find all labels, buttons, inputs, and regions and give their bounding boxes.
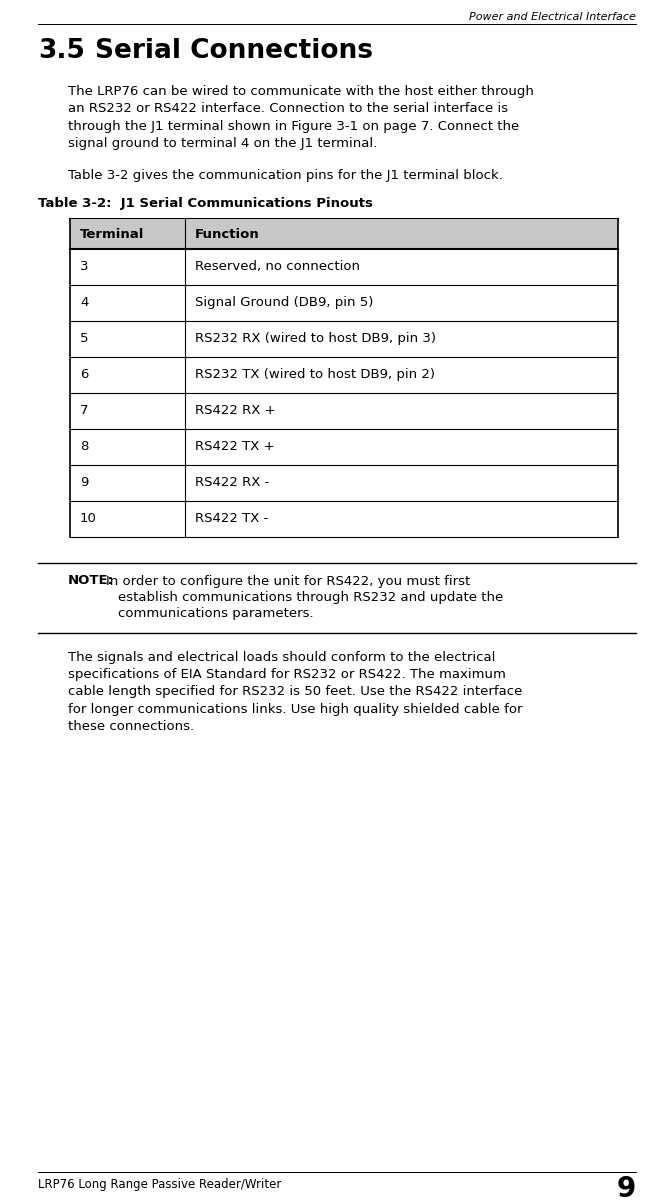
Text: Terminal: Terminal: [80, 228, 144, 241]
Text: 8: 8: [80, 440, 89, 452]
Text: Signal Ground (DB9, pin 5): Signal Ground (DB9, pin 5): [195, 296, 374, 308]
Text: RS422 RX -: RS422 RX -: [195, 476, 269, 490]
Text: Function: Function: [195, 228, 259, 241]
Text: The signals and electrical loads should conform to the electrical: The signals and electrical loads should …: [68, 650, 496, 664]
Text: LRP76 Long Range Passive Reader/Writer: LRP76 Long Range Passive Reader/Writer: [38, 1178, 282, 1190]
Text: 3: 3: [80, 260, 89, 272]
Text: specifications of EIA Standard for RS232 or RS422. The maximum: specifications of EIA Standard for RS232…: [68, 668, 506, 680]
Text: Table 3-2 gives the communication pins for the J1 terminal block.: Table 3-2 gives the communication pins f…: [68, 169, 503, 182]
Text: through the J1 terminal shown in Figure 3-1 on page 7. Connect the: through the J1 terminal shown in Figure …: [68, 120, 519, 133]
Text: Reserved, no connection: Reserved, no connection: [195, 260, 360, 272]
Text: RS422 TX -: RS422 TX -: [195, 512, 269, 526]
Text: NOTE:: NOTE:: [68, 575, 114, 588]
Text: an RS232 or RS422 interface. Connection to the serial interface is: an RS232 or RS422 interface. Connection …: [68, 102, 508, 115]
Text: RS232 RX (wired to host DB9, pin 3): RS232 RX (wired to host DB9, pin 3): [195, 332, 436, 346]
Text: RS422 TX +: RS422 TX +: [195, 440, 274, 452]
Text: The LRP76 can be wired to communicate with the host either through: The LRP76 can be wired to communicate wi…: [68, 85, 534, 98]
Text: 5: 5: [80, 332, 89, 346]
Text: 3.5: 3.5: [38, 38, 85, 64]
Text: 9: 9: [80, 476, 89, 490]
Text: 10: 10: [80, 512, 97, 526]
Text: Serial Connections: Serial Connections: [95, 38, 373, 64]
Text: Power and Electrical Interface: Power and Electrical Interface: [469, 12, 636, 22]
Text: RS232 TX (wired to host DB9, pin 2): RS232 TX (wired to host DB9, pin 2): [195, 368, 435, 382]
Text: for longer communications links. Use high quality shielded cable for: for longer communications links. Use hig…: [68, 703, 522, 716]
Text: 4: 4: [80, 296, 89, 308]
Text: 6: 6: [80, 368, 89, 382]
Text: Table 3-2:  J1 Serial Communications Pinouts: Table 3-2: J1 Serial Communications Pino…: [38, 197, 373, 210]
Text: establish communications through RS232 and update the: establish communications through RS232 a…: [118, 590, 503, 604]
Text: cable length specified for RS232 is 50 feet. Use the RS422 interface: cable length specified for RS232 is 50 f…: [68, 685, 522, 698]
Text: these connections.: these connections.: [68, 720, 194, 733]
Text: RS422 RX +: RS422 RX +: [195, 404, 276, 416]
Text: 7: 7: [80, 404, 89, 416]
Text: In order to configure the unit for RS422, you must first: In order to configure the unit for RS422…: [106, 575, 470, 588]
Text: 9: 9: [617, 1175, 636, 1200]
Text: communications parameters.: communications parameters.: [118, 606, 314, 619]
Text: signal ground to terminal 4 on the J1 terminal.: signal ground to terminal 4 on the J1 te…: [68, 138, 378, 150]
Bar: [70, 218, 618, 248]
